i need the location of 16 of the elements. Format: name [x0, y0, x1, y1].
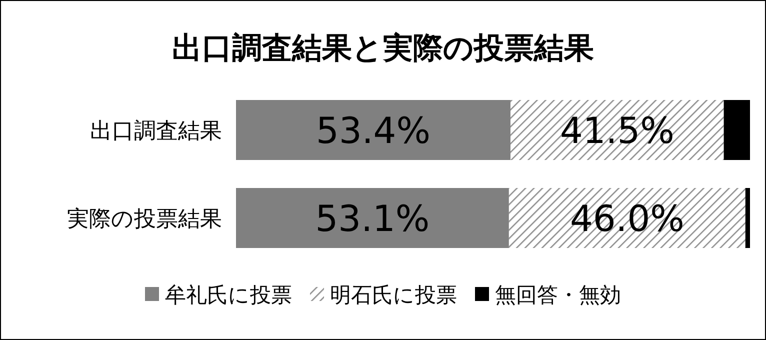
y-tick-label: 実際の投票結果	[67, 207, 222, 232]
chart-title: 出口調査結果と実際の投票結果	[172, 31, 594, 66]
legend-label: 明石氏に投票	[330, 283, 457, 307]
y-tick-label: 出口調査結果	[90, 119, 222, 144]
legend-label: 無回答・無効	[495, 283, 621, 307]
data-label: 41.5%	[560, 111, 674, 152]
bar	[724, 100, 750, 160]
legend-label: 牟礼氏に投票	[165, 283, 292, 307]
bar	[510, 100, 724, 160]
data-label: 46.0%	[570, 199, 684, 240]
bar	[745, 188, 750, 248]
bar	[236, 100, 510, 160]
bar	[508, 188, 746, 248]
data-label: 53.1%	[315, 199, 430, 240]
data-label: 53.4%	[316, 111, 430, 152]
bar	[236, 188, 509, 248]
